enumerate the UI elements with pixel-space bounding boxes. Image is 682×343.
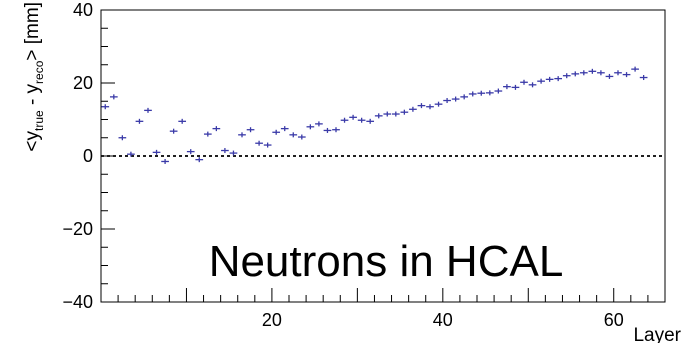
y-axis-title-subscript: true bbox=[32, 110, 46, 131]
data-point bbox=[520, 79, 528, 85]
y-tick-label: 0 bbox=[83, 146, 93, 166]
data-point bbox=[127, 151, 135, 157]
data-point bbox=[597, 70, 605, 76]
data-point bbox=[101, 104, 110, 110]
y-axis-title-part: - y bbox=[22, 83, 43, 110]
data-point bbox=[434, 101, 443, 107]
data-point bbox=[229, 150, 238, 156]
data-point bbox=[255, 140, 263, 146]
data-point bbox=[144, 107, 152, 113]
y-tick-label: −40 bbox=[62, 292, 93, 312]
data-point bbox=[169, 128, 178, 134]
y-tick-label: −20 bbox=[62, 219, 93, 239]
data-point bbox=[109, 94, 118, 100]
data-point bbox=[263, 142, 272, 148]
data-point bbox=[631, 66, 639, 72]
data-point bbox=[203, 131, 212, 137]
data-point bbox=[622, 72, 631, 78]
data-point bbox=[639, 75, 648, 81]
data-point bbox=[460, 94, 469, 100]
y-axis-title: <ytrue - yreco> [mm] bbox=[22, 2, 46, 152]
data-point bbox=[443, 98, 451, 104]
data-point bbox=[118, 135, 127, 141]
data-point bbox=[503, 84, 511, 90]
x-tick-label: 20 bbox=[262, 310, 282, 330]
data-point bbox=[511, 84, 520, 90]
chart-annotation: Neutrons in HCAL bbox=[209, 237, 564, 286]
data-point bbox=[588, 68, 597, 74]
data-point bbox=[289, 132, 298, 138]
data-point bbox=[374, 113, 383, 119]
data-point bbox=[477, 90, 486, 96]
data-point bbox=[485, 90, 494, 96]
y-axis-title-part: <y bbox=[22, 131, 43, 152]
data-point bbox=[212, 126, 221, 132]
data-point bbox=[468, 91, 477, 97]
data-point bbox=[562, 73, 571, 79]
data-point bbox=[383, 111, 392, 117]
data-point bbox=[357, 117, 366, 123]
data-point bbox=[417, 103, 426, 109]
data-point bbox=[409, 106, 417, 112]
y-tick-label: 20 bbox=[73, 73, 93, 93]
data-point bbox=[426, 104, 434, 110]
data-point bbox=[332, 127, 340, 133]
x-axis-title: Layer bbox=[633, 325, 681, 343]
y-axis: −40 −20 0 20 40 bbox=[62, 0, 115, 312]
data-point bbox=[315, 121, 323, 127]
data-point bbox=[297, 134, 306, 140]
y-tick-label: 40 bbox=[73, 0, 93, 20]
data-point bbox=[280, 126, 289, 132]
data-point bbox=[605, 73, 614, 79]
data-point bbox=[272, 129, 281, 135]
data-point bbox=[400, 109, 409, 115]
data-point bbox=[494, 88, 503, 94]
data-point bbox=[195, 157, 204, 163]
data-point bbox=[323, 127, 332, 133]
x-axis: 20 40 60 bbox=[100, 288, 649, 330]
data-point bbox=[238, 132, 246, 138]
y-axis-title-subscript: reco bbox=[32, 60, 46, 84]
data-point bbox=[221, 148, 229, 154]
data-point bbox=[391, 111, 400, 117]
data-point bbox=[528, 82, 537, 88]
data-point bbox=[451, 96, 460, 102]
data-point bbox=[135, 118, 144, 124]
data-point bbox=[537, 78, 545, 84]
x-tick-label: 60 bbox=[604, 310, 624, 330]
data-point bbox=[306, 124, 315, 130]
data-point bbox=[178, 118, 187, 124]
data-point bbox=[152, 149, 161, 155]
data-point bbox=[554, 76, 563, 82]
data-point bbox=[161, 158, 169, 164]
x-tick-label: 40 bbox=[433, 310, 453, 330]
data-point bbox=[545, 76, 554, 82]
data-point bbox=[246, 127, 255, 133]
data-series bbox=[101, 66, 648, 164]
data-point bbox=[340, 117, 349, 123]
data-point bbox=[571, 71, 580, 77]
data-point bbox=[579, 70, 588, 76]
data-point bbox=[366, 118, 375, 124]
data-point bbox=[614, 70, 622, 76]
y-axis-title-part: > [mm] bbox=[22, 2, 43, 61]
data-point bbox=[186, 149, 195, 155]
data-point bbox=[349, 114, 357, 120]
